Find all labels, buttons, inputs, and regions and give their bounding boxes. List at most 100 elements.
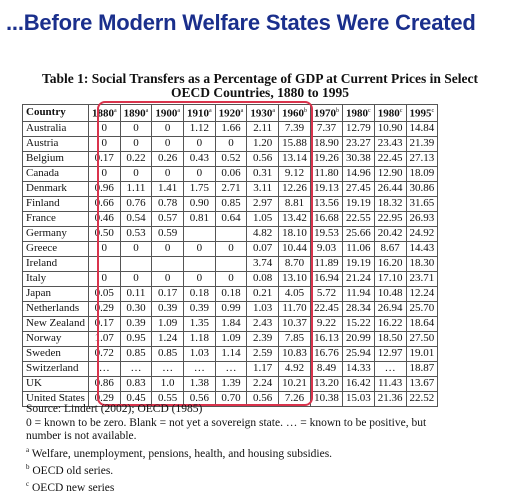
column-header-footnote-marker: b <box>336 108 339 114</box>
column-header-footnote-marker: a <box>272 108 275 114</box>
value-cell <box>214 225 248 242</box>
value-cell: 13.20 <box>310 375 343 392</box>
value-cell: 11.70 <box>278 300 311 317</box>
column-header: 1970b <box>310 104 343 122</box>
column-header: 1910a <box>182 104 216 122</box>
footnote-a-marker: a <box>26 445 30 454</box>
value-cell: 2.59 <box>246 345 279 362</box>
value-cell: 0 <box>214 135 248 152</box>
country-cell: Australia <box>22 120 89 137</box>
value-cell: 8.70 <box>278 255 311 272</box>
country-cell: Finland <box>22 195 89 212</box>
country-cell: Austria <box>22 135 89 152</box>
value-cell: 1.66 <box>214 120 248 137</box>
table-header-row: Country 1880a 1890a 1900a 1910a 1920a 1930a 196… <box>22 104 439 122</box>
table-title-line1: Table 1: Social Transfers as a Percentag… <box>41 71 479 86</box>
value-cell: 22.95 <box>373 210 407 227</box>
country-cell: Greece <box>22 240 89 257</box>
value-cell: 1.12 <box>182 120 216 137</box>
column-header: 1890a <box>119 104 153 122</box>
value-cell: 0 <box>119 135 153 152</box>
value-cell: 23.27 <box>342 135 375 152</box>
country-cell: Ireland <box>22 255 89 272</box>
footnote-b-text: OECD old series. <box>32 464 114 477</box>
column-header-label: 1920 <box>218 107 241 120</box>
column-header-label: 1930 <box>250 107 273 120</box>
value-cell: 0 <box>151 270 184 287</box>
footnote-a: a Welfare, unemployment, pensions, healt… <box>26 444 496 461</box>
value-cell: 18.50 <box>373 330 407 347</box>
source-note: Source: Lindert (2002); OECD (1985) <box>26 403 203 415</box>
country-cell: Denmark <box>22 180 89 197</box>
value-cell: 30.86 <box>405 180 439 197</box>
country-cell: Canada <box>22 165 89 182</box>
country-cell: Sweden <box>22 345 89 362</box>
table-row: Switzerland…………… 1.17 4.92 8.49 14.33… 18.87 <box>22 360 439 377</box>
column-header-footnote-marker: a <box>113 108 117 114</box>
value-cell: 25.70 <box>405 300 439 317</box>
value-cell: 7.37 <box>310 120 343 137</box>
value-cell: 11.89 <box>310 255 343 272</box>
value-cell: 12.26 <box>278 180 311 197</box>
country-cell: United States <box>22 390 89 407</box>
value-cell: 16.13 <box>310 330 343 347</box>
value-cell: 0.31 <box>246 165 279 182</box>
value-cell: 12.97 <box>373 345 407 362</box>
table-row: Norway 1.07 0.95 1.24 1.18 1.09 2.39 7.85 16.13 2… <box>22 330 439 347</box>
value-cell: 0 <box>182 165 216 182</box>
column-header-label: 1970 <box>314 107 336 120</box>
value-cell: 1.14 <box>214 345 248 362</box>
table-row: Austria 0 0 0 0 0 1.20 15.88 18.90 23.27 23.43 21.3… <box>22 135 439 152</box>
value-cell: 0.17 <box>87 150 121 167</box>
value-cell: 1.84 <box>214 315 248 332</box>
column-header: 1995c <box>405 104 439 122</box>
value-cell: 10.83 <box>278 345 311 362</box>
column-header: 1980c <box>342 104 375 122</box>
value-cell: 2.11 <box>246 120 279 137</box>
value-cell: 0 <box>151 165 184 182</box>
value-cell: 8.67 <box>373 240 407 257</box>
value-cell: 0.90 <box>182 195 216 212</box>
column-header-label: 1900 <box>155 107 178 120</box>
value-cell: 23.71 <box>405 270 439 287</box>
value-cell: 0.66 <box>87 195 121 212</box>
column-header-footnote-marker: a <box>145 108 149 114</box>
country-cell: Germany <box>22 225 89 242</box>
value-cell: 1.0 <box>151 375 184 392</box>
table-row: Italy 0 0 0 0 0 0.08 13.10 16.94 21.24 17.10 23.71 <box>22 270 439 287</box>
value-cell: 30.38 <box>342 150 375 167</box>
value-cell: 18.09 <box>405 165 439 182</box>
value-cell <box>151 255 184 272</box>
value-cell: 23.43 <box>373 135 407 152</box>
value-cell: 2.39 <box>246 330 279 347</box>
value-cell: … <box>119 360 153 377</box>
column-header-label: 1890 <box>123 107 146 120</box>
table-row: Belgium 0.17 0.22 0.26 0.43 0.52 0.56 13.14 19.2… <box>22 150 439 167</box>
value-cell: 0.56 <box>246 150 279 167</box>
value-cell: 1.24 <box>151 330 184 347</box>
table-row: New Zealand 0.17 0.39 1.09 1.35 1.84 2.43 10.37… <box>22 315 439 332</box>
value-cell: 0.39 <box>119 315 153 332</box>
value-cell: 19.01 <box>405 345 439 362</box>
column-header-label: 1995 <box>409 107 432 120</box>
country-cell: Norway <box>22 330 89 347</box>
value-cell: 0 <box>182 240 216 257</box>
legend-note-line2: number is not available. <box>26 430 137 442</box>
column-header-footnote-marker: a <box>208 108 212 114</box>
column-header: 1920a <box>214 104 248 122</box>
value-cell: 0 <box>151 240 184 257</box>
value-cell: … <box>373 360 407 377</box>
value-cell: 14.84 <box>405 120 439 137</box>
country-cell: Italy <box>22 270 89 287</box>
value-cell: 0.05 <box>87 285 121 302</box>
value-cell: 13.10 <box>278 270 311 287</box>
value-cell: 0.85 <box>119 345 153 362</box>
value-cell: 18.90 <box>310 135 343 152</box>
value-cell: 0.50 <box>87 225 121 242</box>
column-header: 1880a <box>87 104 121 122</box>
value-cell: 26.94 <box>373 300 407 317</box>
value-cell: 27.13 <box>405 150 439 167</box>
value-cell: 9.12 <box>278 165 311 182</box>
value-cell: 19.19 <box>342 195 375 212</box>
value-cell: 0.29 <box>87 300 121 317</box>
